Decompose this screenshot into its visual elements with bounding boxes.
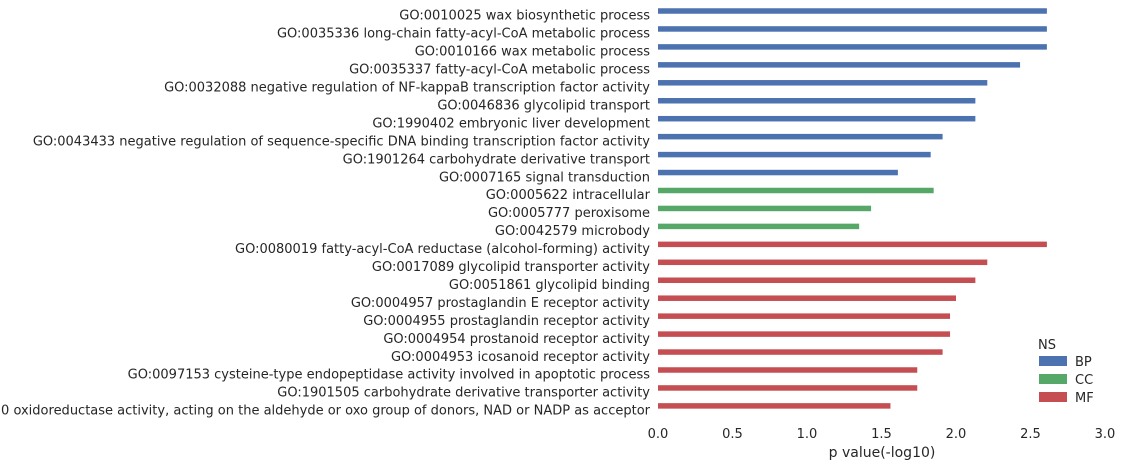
bar bbox=[658, 277, 976, 283]
x-tick-label: 3.0 bbox=[1095, 427, 1116, 442]
bar bbox=[658, 151, 931, 158]
bar bbox=[658, 62, 1021, 68]
legend-title: NS bbox=[1038, 338, 1056, 353]
x-tick-label: 2.5 bbox=[1020, 427, 1041, 442]
category-label: GO:0005777 peroxisome bbox=[488, 206, 650, 221]
bar bbox=[658, 223, 860, 230]
category-label: GO:0097153 cysteine-type endopeptidase a… bbox=[128, 368, 651, 383]
legend-label: MF bbox=[1075, 391, 1094, 406]
category-label: GO:0016620 oxidoreductase activity, acti… bbox=[0, 404, 651, 419]
category-labels: GO:0010025 wax biosynthetic process GO:00… bbox=[0, 9, 651, 419]
x-tick-label: 1.5 bbox=[871, 427, 892, 442]
category-label: GO:0046836 glycolipid transport bbox=[437, 98, 650, 113]
bar bbox=[658, 349, 943, 355]
bars-layer bbox=[658, 8, 1047, 409]
category-label: GO:0010166 wax metabolic process bbox=[415, 45, 651, 60]
category-label: GO:0032088 negative regulation of NF-kap… bbox=[164, 81, 650, 96]
bar bbox=[658, 205, 872, 212]
legend-swatch bbox=[1039, 356, 1067, 366]
legend-swatch bbox=[1039, 374, 1067, 384]
category-label: GO:0010025 wax biosynthetic process bbox=[399, 9, 650, 24]
category-label: GO:0007165 signal transduction bbox=[439, 170, 650, 185]
x-tick-label: 1.0 bbox=[797, 427, 818, 442]
category-label: GO:0035337 fatty-acyl-CoA metabolic proc… bbox=[349, 63, 650, 78]
bar bbox=[658, 367, 918, 373]
legend-label: CC bbox=[1075, 373, 1093, 388]
bar bbox=[658, 241, 1047, 248]
category-label: GO:0004957 prostaglandin E receptor acti… bbox=[351, 296, 650, 311]
legend-label: BP bbox=[1075, 355, 1092, 370]
bar bbox=[658, 331, 951, 337]
category-label: GO:1990402 embryonic liver development bbox=[372, 116, 650, 131]
bar bbox=[658, 169, 898, 176]
bar bbox=[658, 26, 1047, 32]
category-label: GO:0042579 microbody bbox=[495, 224, 650, 239]
bar bbox=[658, 187, 934, 194]
category-label: GO:1901264 carbohydrate derivative trans… bbox=[343, 152, 650, 167]
category-label: GO:0004955 prostaglandin receptor activi… bbox=[363, 314, 650, 329]
category-label: GO:0017089 glycolipid transporter activi… bbox=[372, 260, 650, 275]
bar bbox=[658, 259, 988, 266]
bar bbox=[658, 295, 956, 301]
x-tick-label: 0.5 bbox=[722, 427, 743, 442]
x-axis-label: p value(-log10) bbox=[829, 445, 936, 461]
bar bbox=[658, 313, 951, 319]
category-label: GO:0004954 prostanoid receptor activity bbox=[383, 332, 650, 347]
x-axis-ticks: 0.0 0.5 1.0 1.5 2.0 2.5 3.0 bbox=[648, 427, 1116, 442]
x-tick-label: 0.0 bbox=[648, 427, 669, 442]
bar bbox=[658, 98, 976, 104]
category-label: GO:0051861 glycolipid binding bbox=[449, 278, 650, 293]
category-label: GO:0080019 fatty-acyl-CoA reductase (alc… bbox=[235, 242, 650, 257]
bar bbox=[658, 403, 891, 409]
bar bbox=[658, 385, 918, 391]
category-label: GO:0004953 icosanoid receptor activity bbox=[391, 350, 650, 365]
legend: NS BP CC MF bbox=[1038, 338, 1094, 406]
bar bbox=[658, 80, 988, 86]
bar bbox=[658, 115, 976, 122]
legend-swatch bbox=[1039, 392, 1067, 402]
bar bbox=[658, 133, 943, 140]
category-label: GO:0005622 intracellular bbox=[486, 188, 651, 203]
bar bbox=[658, 44, 1047, 50]
category-label: GO:1901505 carbohydrate derivative trans… bbox=[277, 386, 650, 401]
legend-entries: BP CC MF bbox=[1039, 355, 1094, 406]
bar bbox=[658, 8, 1047, 14]
x-tick-label: 2.0 bbox=[946, 427, 967, 442]
category-label: GO:0035336 long-chain fatty-acyl-CoA met… bbox=[277, 27, 650, 42]
category-label: GO:0043433 negative regulation of sequen… bbox=[33, 134, 650, 149]
